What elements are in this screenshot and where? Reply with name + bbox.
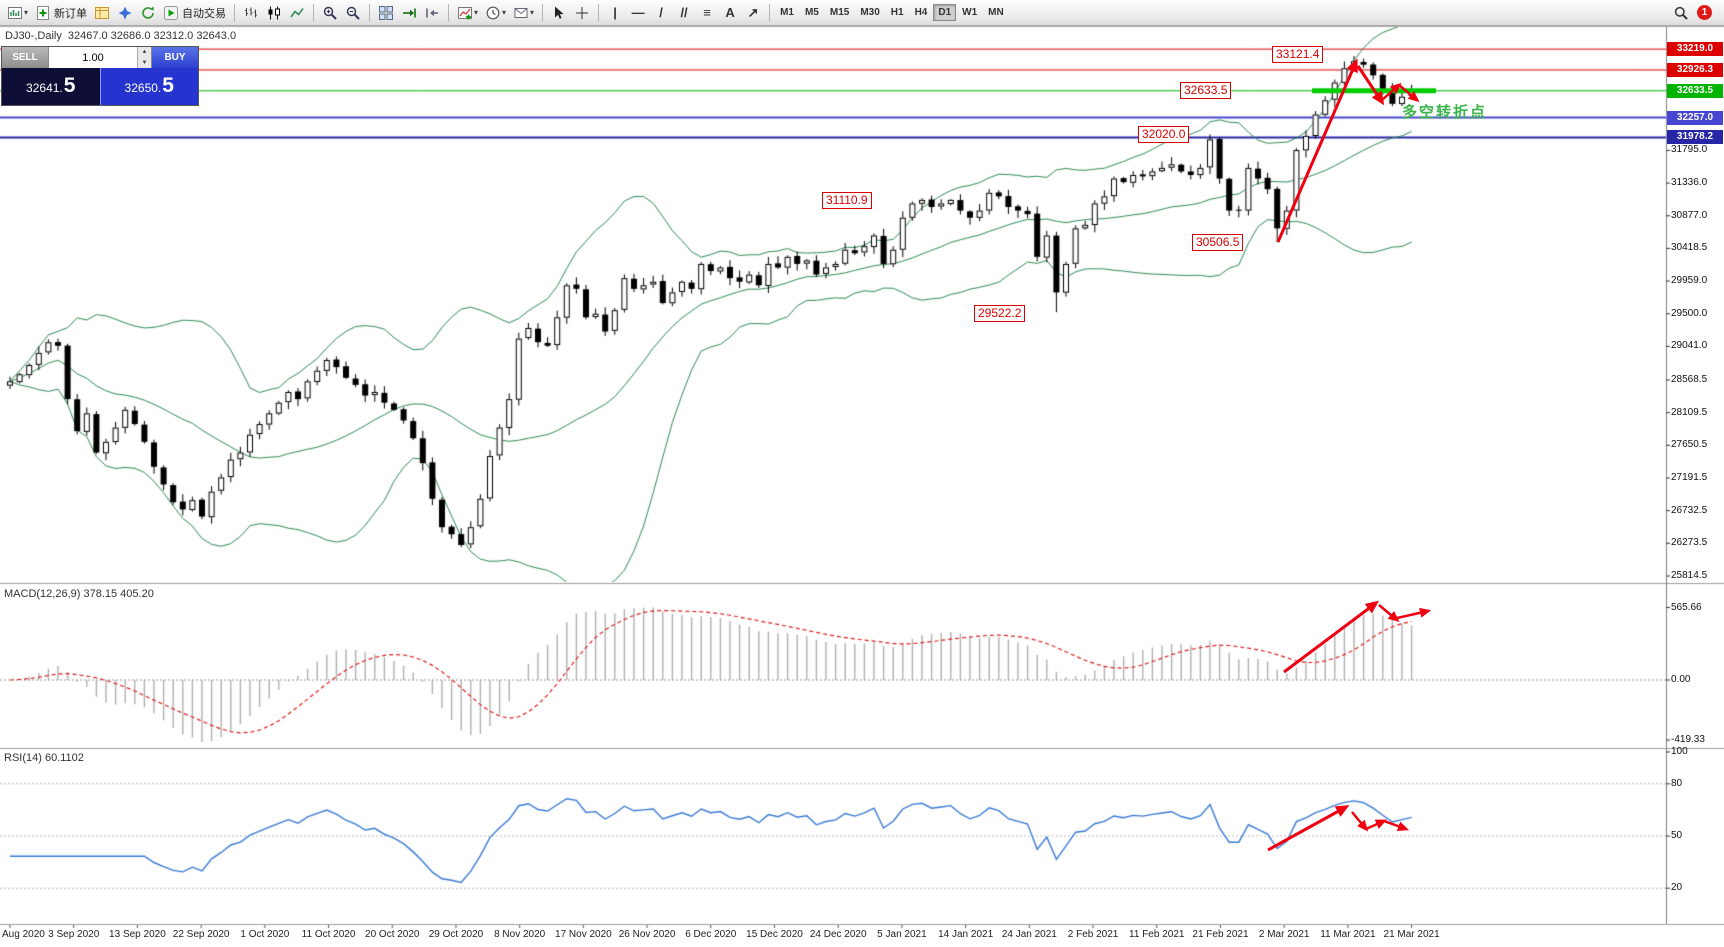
fibonacci-icon: ≡ xyxy=(703,5,711,20)
vertical-line-icon: | xyxy=(613,5,617,20)
chart-ohlc-label: 32467.0 32686.0 32312.0 32643.0 xyxy=(67,30,237,42)
sell-price-small: 32641. xyxy=(26,81,63,95)
volume-stepper-down[interactable]: ▼ xyxy=(138,57,151,68)
market-watch-icon xyxy=(95,6,110,19)
timeframe-m15[interactable]: M15 xyxy=(825,4,854,21)
toolbar-separator xyxy=(542,3,544,22)
zoom-in-icon xyxy=(323,6,337,20)
chart-header: DJ30-,Daily 32467.0 32686.0 32312.0 32643… xyxy=(5,30,242,42)
indicators-icon xyxy=(458,6,473,19)
candlestick-chart-button[interactable] xyxy=(263,2,285,24)
search-icon xyxy=(1674,6,1688,20)
timeframe-d1[interactable]: D1 xyxy=(933,4,957,21)
cursor-icon xyxy=(555,6,564,19)
channel-button[interactable]: // xyxy=(673,2,695,24)
bar-chart-button[interactable] xyxy=(240,2,262,24)
timeframe-mn[interactable]: MN xyxy=(983,4,1009,21)
main-toolbar: ▾ 新订单 自动交易 xyxy=(0,0,1724,26)
zoom-out-button[interactable] xyxy=(342,2,364,24)
volume-stepper: ▲ ▼ xyxy=(137,47,151,68)
timeframe-m30[interactable]: M30 xyxy=(855,4,884,21)
toolbar-separator xyxy=(448,3,450,22)
text-tool-icon: A xyxy=(725,5,735,20)
new-chart-icon xyxy=(8,6,22,19)
timeframe-h4[interactable]: H4 xyxy=(910,4,933,21)
zoom-out-icon xyxy=(346,6,360,20)
volume-stepper-up[interactable]: ▲ xyxy=(138,47,151,58)
chart-shift-icon xyxy=(426,8,439,17)
trendline-icon: / xyxy=(659,5,663,20)
buy-price-small: 32650. xyxy=(124,81,162,95)
buy-button[interactable]: BUY xyxy=(152,47,198,68)
new-order-button[interactable]: 新订单 xyxy=(32,2,90,24)
navigator-button[interactable] xyxy=(114,2,136,24)
fibonacci-button[interactable]: ≡ xyxy=(696,2,718,24)
sell-price-big: 5 xyxy=(63,74,76,97)
line-chart-button[interactable] xyxy=(286,2,308,24)
sell-price: 32641. 5 xyxy=(2,68,100,105)
sell-button[interactable]: SELL xyxy=(2,47,48,68)
chevron-down-icon: ▾ xyxy=(502,8,507,17)
notifications-badge[interactable]: 1 xyxy=(1697,5,1712,20)
templates-button[interactable]: ▾ xyxy=(510,2,537,24)
autotrading-icon xyxy=(164,5,179,20)
zoom-in-button[interactable] xyxy=(319,2,341,24)
candlestick-chart-icon xyxy=(268,6,281,19)
market-watch-button[interactable] xyxy=(91,2,113,24)
rsi-indicator-label: RSI(14) 60.1102 xyxy=(4,752,84,764)
refresh-icon xyxy=(142,6,154,19)
horizontal-line-icon: — xyxy=(631,5,645,20)
macd-indicator-label: MACD(12,26,9) 378.15 405.20 xyxy=(4,588,154,600)
new-order-label: 新订单 xyxy=(54,7,88,20)
crosshair-button[interactable] xyxy=(571,2,593,24)
toolbar-separator xyxy=(598,3,600,22)
refresh-button[interactable] xyxy=(137,2,159,24)
toolbar-separator xyxy=(369,3,371,22)
vertical-line-button[interactable]: | xyxy=(604,2,626,24)
channel-icon: // xyxy=(680,5,688,20)
chevron-down-icon: ▾ xyxy=(474,8,479,17)
indicators-button[interactable]: ▾ xyxy=(454,2,481,24)
auto-scroll-button[interactable] xyxy=(398,2,420,24)
navigator-icon xyxy=(118,6,132,19)
crosshair-icon xyxy=(576,6,589,19)
search-button[interactable] xyxy=(1670,2,1692,24)
tile-windows-icon xyxy=(379,5,394,20)
timeframe-m5[interactable]: M5 xyxy=(800,4,824,21)
autotrading-button[interactable]: 自动交易 xyxy=(160,2,229,24)
arrow-tools-button[interactable]: ↗ xyxy=(742,2,764,24)
volume-input[interactable] xyxy=(49,47,137,68)
periods-button[interactable]: ▾ xyxy=(482,2,509,24)
timeframe-m1[interactable]: M1 xyxy=(775,4,799,21)
toolbar-separator xyxy=(313,3,315,22)
timeframe-h1[interactable]: H1 xyxy=(886,4,909,21)
chevron-down-icon: ▾ xyxy=(530,8,535,17)
timeframe-w1[interactable]: W1 xyxy=(957,4,982,21)
tile-windows-button[interactable] xyxy=(375,2,397,24)
buy-price: 32650. 5 xyxy=(99,68,198,105)
clock-icon xyxy=(486,6,500,19)
text-tool-button[interactable]: A xyxy=(719,2,741,24)
line-chart-icon xyxy=(290,7,304,17)
chevron-down-icon: ▾ xyxy=(24,8,29,17)
buy-price-big: 5 xyxy=(162,74,174,97)
new-chart-button[interactable]: ▾ xyxy=(4,2,31,24)
toolbar-separator xyxy=(769,3,771,22)
chart-symbol-label: DJ30-,Daily xyxy=(5,30,62,42)
auto-scroll-icon xyxy=(403,8,416,17)
new-order-icon xyxy=(37,5,50,20)
template-envelope-icon xyxy=(514,7,528,18)
trendline-button[interactable]: / xyxy=(650,2,672,24)
bar-chart-icon xyxy=(245,7,258,17)
autotrading-label: 自动交易 xyxy=(182,7,227,20)
chart-shift-button[interactable] xyxy=(421,2,443,24)
one-click-trading-panel: SELL ▲ ▼ BUY 32641.5 32650.5 xyxy=(1,46,199,106)
toolbar-separator xyxy=(234,3,236,22)
cursor-button[interactable] xyxy=(548,2,570,24)
arrow-tools-icon: ↗ xyxy=(747,5,759,20)
horizontal-line-button[interactable]: — xyxy=(627,2,649,24)
